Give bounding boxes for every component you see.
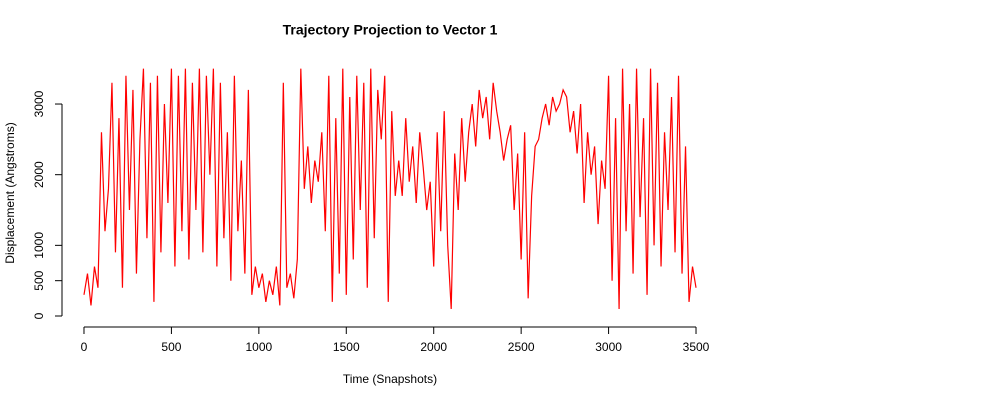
x-tick-label: 2500 (508, 340, 535, 354)
x-tick-label: 1000 (245, 340, 272, 354)
y-tick-label: 0 (32, 312, 46, 319)
y-axis-label: Displacement (Angstroms) (3, 122, 17, 263)
y-tick-label: 3000 (32, 90, 46, 117)
x-tick-label: 2000 (420, 340, 447, 354)
x-axis-label: Time (Snapshots) (343, 372, 437, 386)
data-line (83, 68, 697, 309)
y-tick-label: 1000 (32, 232, 46, 259)
chart-title: Trajectory Projection to Vector 1 (283, 22, 498, 38)
x-tick-label: 3000 (595, 340, 622, 354)
x-tick-label: 0 (81, 340, 88, 354)
x-tick-label: 500 (161, 340, 181, 354)
x-tick-label: 1500 (333, 340, 360, 354)
y-tick-label: 500 (32, 270, 46, 290)
y-tick-label: 2000 (32, 161, 46, 188)
x-tick-label: 3500 (683, 340, 710, 354)
